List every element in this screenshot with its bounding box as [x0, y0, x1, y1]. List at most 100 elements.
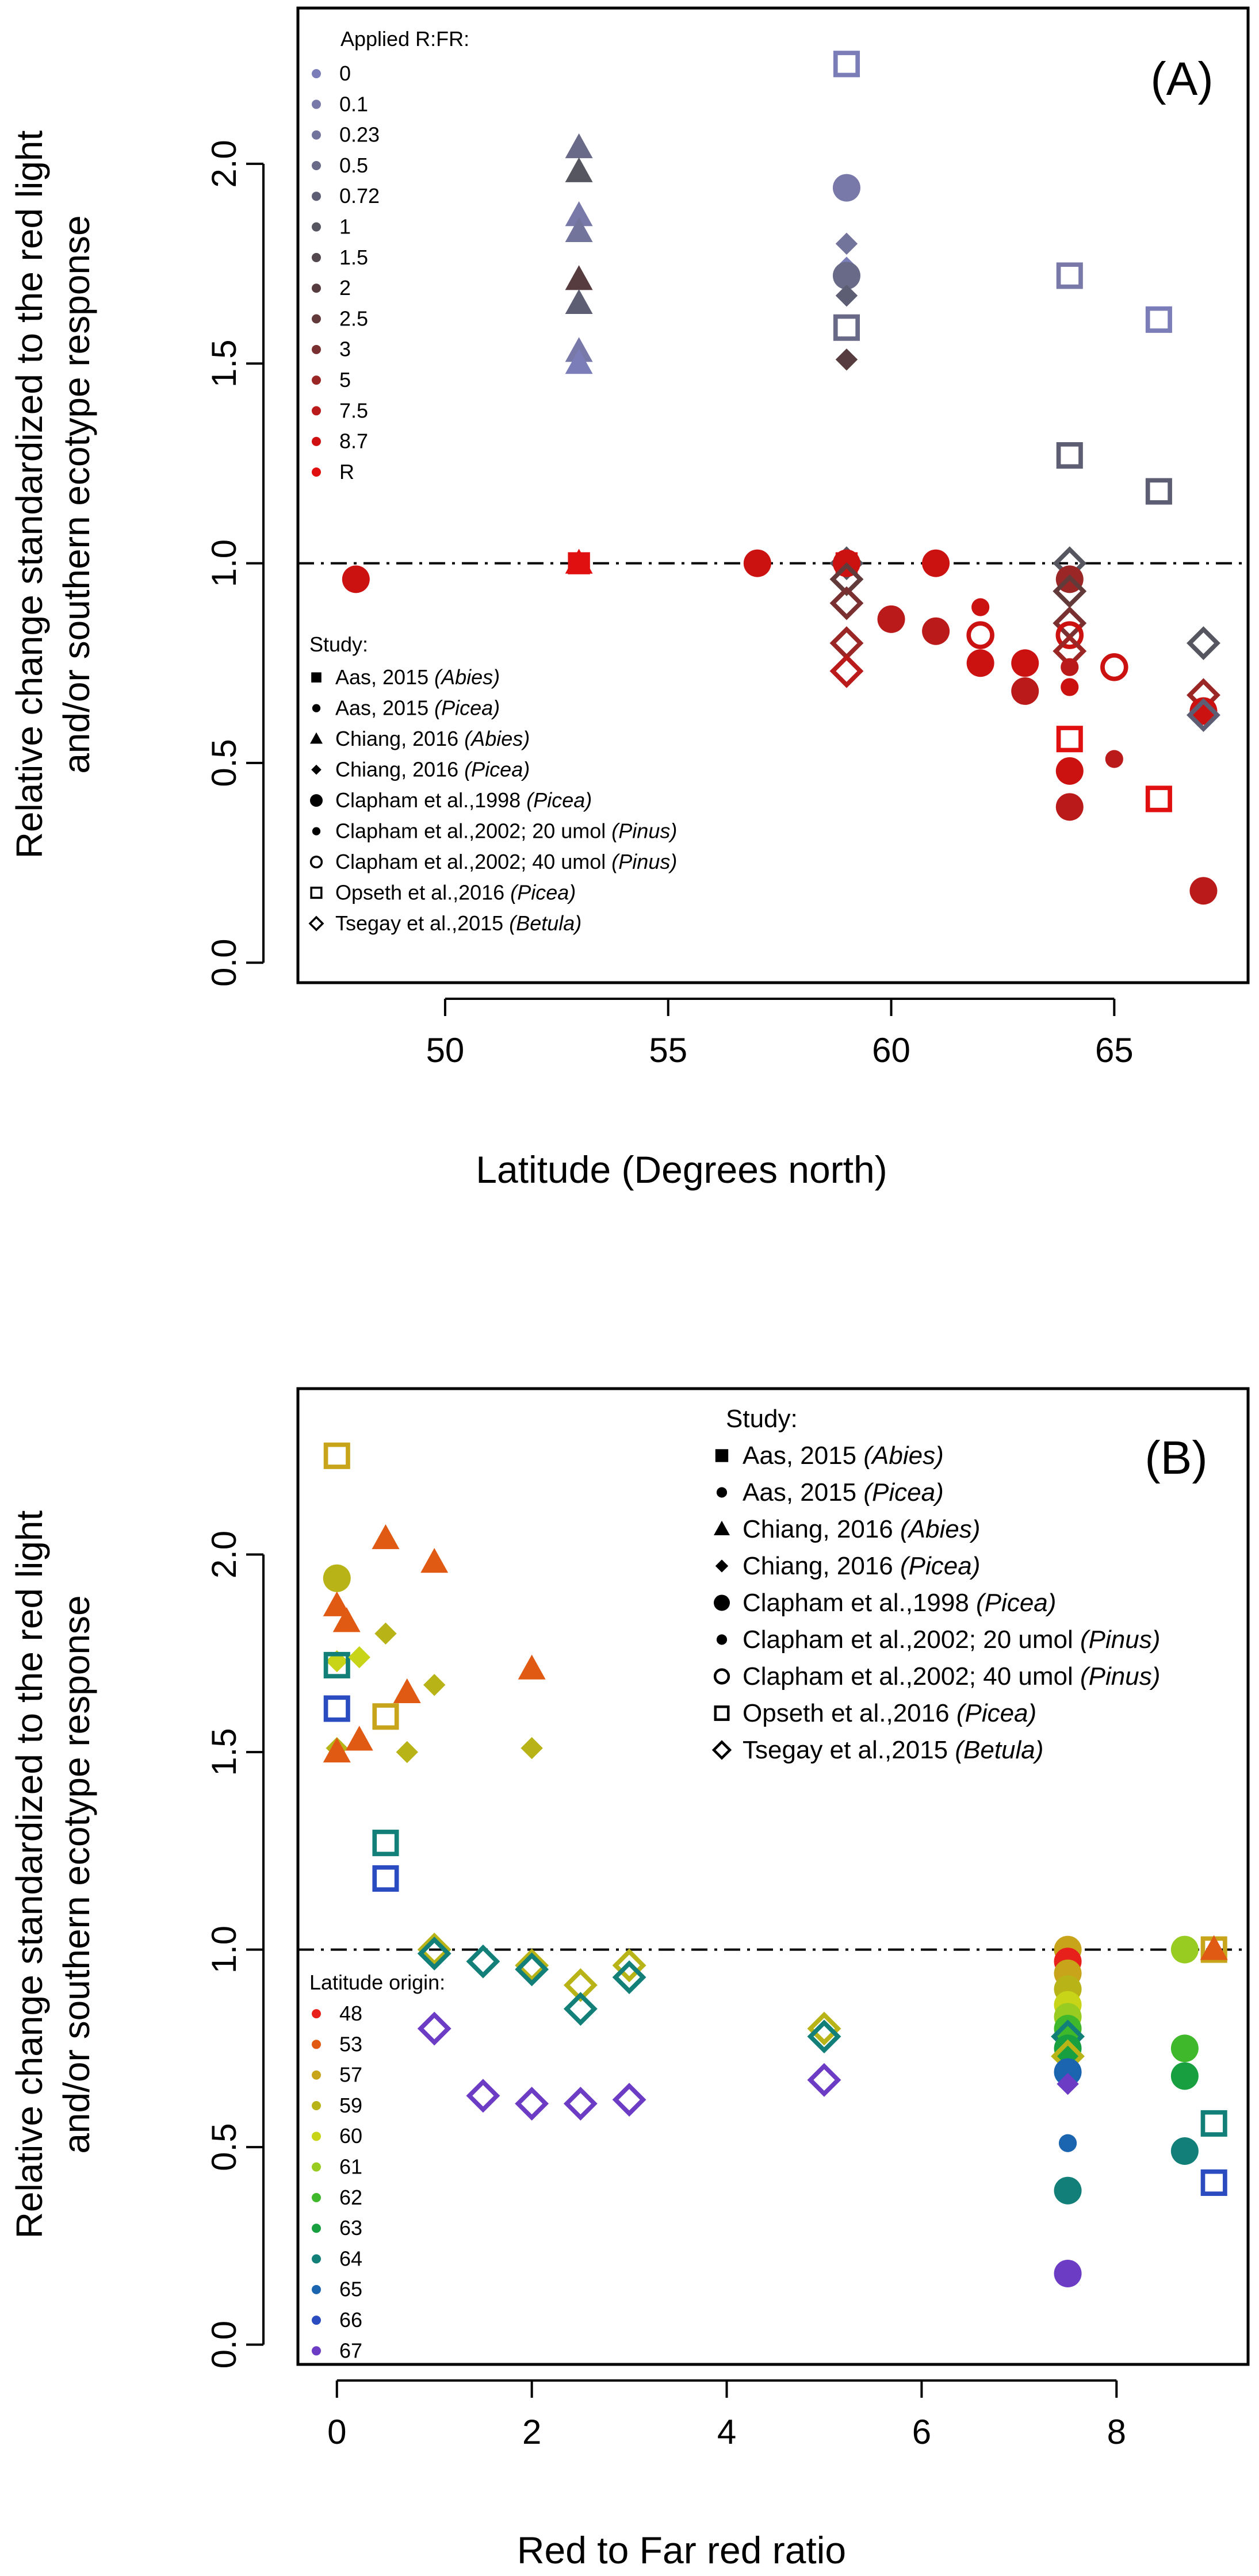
data-point: [565, 201, 593, 227]
data-point: [568, 552, 590, 574]
legend-entry: Opseth et al.,2016 (Picea): [743, 1699, 1036, 1727]
data-point: [515, 2087, 549, 2121]
x-tick-label: 2: [522, 2413, 541, 2451]
legend-entry: Clapham et al.,2002; 20 umol (Pinus): [335, 819, 677, 843]
data-point: [829, 586, 864, 620]
data-point: [420, 1548, 449, 1573]
data-point: [1061, 658, 1079, 676]
data-point: [393, 1678, 421, 1704]
data-point: [521, 1737, 543, 1759]
data-point: [1145, 306, 1172, 333]
panel-a-study-legend: Study: Aas, 2015 (Abies) Aas, 2015 (Picea…: [308, 632, 677, 935]
data-point: [372, 1703, 399, 1730]
legend-entry: Aas, 2015 (Picea): [335, 696, 500, 720]
data-point: [1105, 750, 1123, 768]
data-point: [1056, 726, 1083, 753]
legend-entry: Aas, 2015 (Abies): [743, 1442, 944, 1470]
data-point: [1170, 2062, 1199, 2090]
legend-species: (Pinus): [611, 850, 677, 873]
y-tick-label: 0.5: [205, 739, 243, 787]
data-point: [342, 565, 370, 593]
data-point: [832, 174, 860, 202]
data-point: [515, 1948, 549, 1983]
data-point: [1053, 574, 1087, 608]
panel-b-y-label-line1: Relative change standardized to the red …: [9, 1510, 50, 2238]
data-point: [1056, 262, 1083, 289]
data-point: [372, 1830, 399, 1857]
legend-entry: Chiang, 2016 (Abies): [743, 1515, 980, 1543]
panel-b-x-label: Red to Far red ratio: [517, 2529, 846, 2571]
legend-color-label: 7.5: [339, 398, 368, 422]
data-point: [323, 1564, 351, 1592]
data-point: [1056, 442, 1083, 469]
study-legend-title: Study:: [726, 1405, 798, 1433]
legend-study-name: Clapham et al.,2002; 20 umol: [335, 819, 611, 843]
data-point: [417, 1933, 451, 1967]
legend-marker: [308, 915, 324, 931]
panel-b-color-legend: Latitude origin: 48 53 57 59 60 61 62 63 64 65 66 6…: [309, 1971, 445, 2362]
data-point: [515, 1952, 549, 1987]
legend-study-name: Aas, 2015: [743, 1478, 863, 1506]
legend-marker: [714, 1594, 730, 1611]
data-point: [466, 1944, 500, 1979]
legend-color-label: 64: [339, 2247, 362, 2270]
legend-color-dot: [312, 467, 321, 477]
legend-study-name: Chiang, 2016: [743, 1552, 900, 1580]
data-point: [1057, 2072, 1079, 2095]
data-point: [612, 1948, 646, 1983]
legend-color-label: 48: [339, 2002, 362, 2025]
legend-color-label: 57: [339, 2063, 362, 2087]
legend-entry: Clapham et al.,1998 (Picea): [335, 788, 592, 812]
data-point: [372, 1865, 399, 1892]
data-point: [829, 562, 864, 596]
y-tick-label: 1.5: [205, 340, 243, 388]
legend-color-label: 0: [339, 62, 351, 85]
legend-color-dot: [312, 2316, 321, 2325]
data-point: [1054, 2176, 1082, 2205]
legend-color-dot: [312, 344, 321, 354]
data-point: [1011, 677, 1039, 705]
legend-study-name: Chiang, 2016: [335, 727, 464, 750]
data-point: [835, 284, 858, 307]
legend-marker: [310, 794, 323, 807]
legend-color-label: 0.72: [339, 184, 380, 208]
legend-color-dot: [312, 2040, 321, 2049]
legend-color-dot: [312, 406, 321, 416]
x-tick-label: 8: [1107, 2413, 1126, 2451]
legend-color-dot: [312, 99, 321, 109]
legend-entry: Opseth et al.,2016 (Picea): [335, 881, 576, 904]
study-legend-title: Study:: [309, 632, 368, 656]
legend-color-dot: [312, 69, 321, 79]
data-point: [807, 2011, 841, 2046]
data-point: [1055, 793, 1084, 821]
data-point: [563, 1968, 598, 2002]
data-point: [417, 1937, 451, 1971]
legend-species: (Picea): [863, 1478, 943, 1506]
legend-color-label: 1: [339, 215, 351, 239]
data-point: [1054, 2259, 1082, 2287]
legend-study-name: Opseth et al.,2016: [335, 881, 510, 904]
legend-color-dot: [312, 252, 321, 262]
panel-b-y-axis: 0.0 0.5 1.0 1.5 2.0: [205, 1531, 265, 2368]
legend-study-name: Chiang, 2016: [743, 1515, 900, 1543]
data-point: [1054, 2034, 1082, 2063]
legend-marker: [715, 1449, 729, 1462]
data-point: [323, 1591, 351, 1616]
legend-entry: Aas, 2015 (Abies): [335, 665, 500, 689]
data-point: [1055, 757, 1084, 785]
legend-color-dot: [312, 436, 321, 446]
x-tick-label: 4: [717, 2413, 736, 2451]
data-point: [323, 1442, 350, 1469]
legend-color-dot: [312, 2101, 321, 2111]
panel-b-x-axis: 0 2 4 6 8: [327, 2379, 1126, 2451]
legend-entry: Clapham et al.,1998 (Picea): [743, 1589, 1056, 1617]
legend-study-name: Tsegay et al.,2015: [335, 911, 509, 935]
legend-species: (Abies): [900, 1515, 980, 1543]
data-point: [565, 265, 593, 290]
panel-a-x-label: Latitude (Degrees north): [476, 1148, 887, 1191]
data-point: [833, 314, 860, 341]
data-point: [966, 649, 994, 677]
data-point: [966, 621, 994, 649]
legend-species: (Picea): [464, 758, 530, 781]
data-point: [1058, 2134, 1077, 2152]
